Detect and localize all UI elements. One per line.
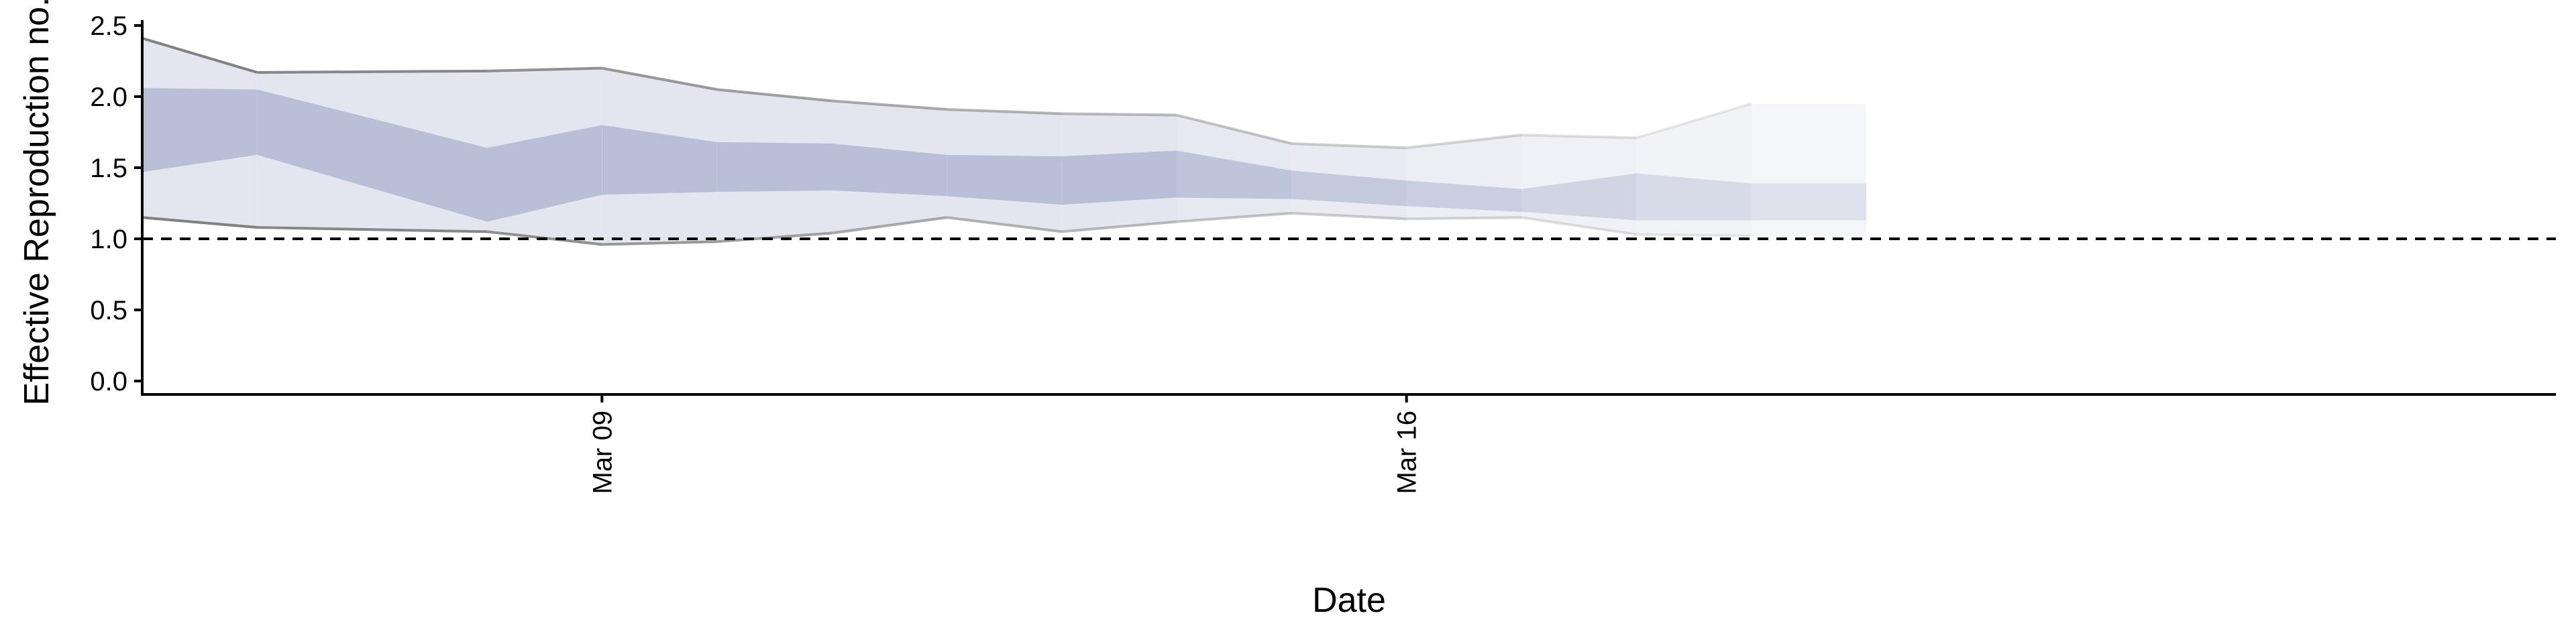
ci95-lower-line-segment bbox=[1406, 216, 1522, 221]
ci95-upper-line-segment bbox=[1635, 102, 1752, 140]
y-tick-label: 1.5 bbox=[90, 154, 127, 183]
ci50-band-segment bbox=[947, 154, 1062, 205]
y-tick-label: 1.0 bbox=[90, 225, 127, 254]
ci95-upper-line-segment bbox=[1291, 142, 1407, 150]
ci50-band-segment bbox=[1291, 170, 1407, 207]
ci95-lower-line-segment bbox=[1061, 220, 1177, 233]
ci95-lower-line-segment bbox=[1521, 216, 1637, 236]
y-axis-title: Effective Reproduction no. bbox=[17, 0, 56, 405]
ci50-band-segment bbox=[257, 89, 487, 222]
ci95-upper-line-segment bbox=[1406, 133, 1522, 150]
y-tick-label: 2.5 bbox=[90, 11, 127, 41]
y-tick-label: 0.5 bbox=[90, 296, 127, 325]
ci50-band-segment bbox=[1636, 173, 1752, 221]
ci95-upper-line-segment bbox=[947, 108, 1062, 115]
ci50-band-segment bbox=[142, 88, 258, 172]
ci95-upper-line-segment bbox=[831, 99, 947, 111]
ci95-band-segment bbox=[1751, 103, 1866, 236]
ci95-upper-line-segment bbox=[1061, 112, 1177, 117]
ci50-band-segment bbox=[716, 142, 832, 193]
ci50-band-segment bbox=[487, 125, 602, 222]
ci-bound-lines bbox=[142, 37, 1752, 246]
ci95-band-segment bbox=[1636, 103, 1752, 236]
ci-bands bbox=[142, 38, 1866, 245]
ci95-upper-line-segment bbox=[486, 66, 602, 72]
ci50-band-segment bbox=[602, 125, 717, 195]
ci50-band-segment bbox=[832, 143, 947, 197]
x-tick-label: Mar 09 bbox=[588, 411, 617, 494]
ci95-upper-line-segment bbox=[142, 37, 258, 74]
y-tick-label: 2.0 bbox=[90, 83, 127, 112]
ci50-band-segment bbox=[1521, 173, 1637, 221]
ci95-lower-line-segment bbox=[1636, 233, 1752, 237]
ci95-lower-line-segment bbox=[142, 216, 258, 229]
ci95-lower-line-segment bbox=[716, 231, 833, 244]
ci95-upper-line-segment bbox=[716, 88, 833, 103]
ci95-lower-line-segment bbox=[1176, 211, 1292, 223]
y-tick-label: 0.0 bbox=[90, 367, 127, 396]
ci95-upper-line-segment bbox=[1176, 113, 1292, 145]
ci95-upper-line-segment bbox=[601, 66, 718, 91]
ci95-lower-line-segment bbox=[257, 226, 488, 233]
ci95-lower-line-segment bbox=[831, 216, 947, 235]
y-axis-ticks: 0.0 0.5 1.0 1.5 2.0 2.5 bbox=[90, 11, 142, 396]
ci95-upper-line-segment bbox=[257, 69, 488, 74]
ci95-upper-line-segment bbox=[1521, 133, 1637, 140]
ci50-band-segment bbox=[1061, 150, 1177, 205]
ci50-band-segment bbox=[1177, 150, 1292, 199]
ci50-band-segment bbox=[1406, 180, 1521, 212]
ci95-lower-line-segment bbox=[602, 240, 717, 246]
x-axis-title: Date bbox=[1312, 581, 1386, 620]
x-axis-ticks: Mar 09 Mar 16 bbox=[588, 394, 1422, 494]
ci95-lower-line-segment bbox=[947, 216, 1062, 233]
ci50-band-segment bbox=[1751, 183, 1866, 221]
ci95-lower-line-segment bbox=[1291, 211, 1407, 221]
x-tick-label: Mar 16 bbox=[1393, 411, 1422, 494]
